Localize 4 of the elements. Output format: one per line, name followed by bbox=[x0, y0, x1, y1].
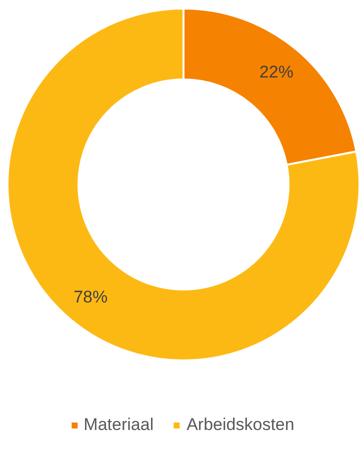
data-label: 22% bbox=[259, 62, 294, 82]
data-label: 78% bbox=[74, 287, 108, 306]
legend-label: Arbeidskosten bbox=[186, 415, 294, 435]
legend-label: Materiaal bbox=[84, 415, 154, 435]
